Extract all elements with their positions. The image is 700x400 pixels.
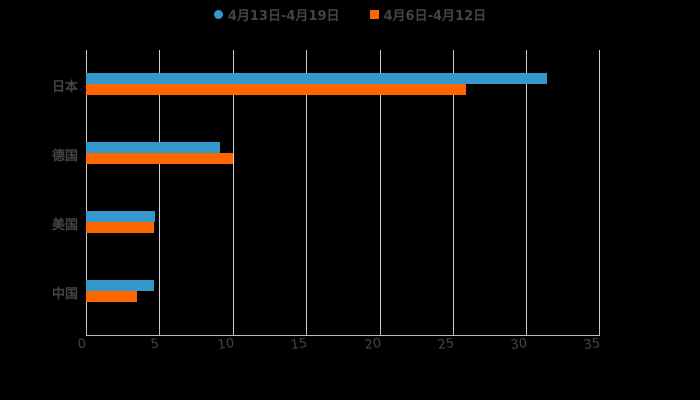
gridline — [159, 50, 160, 335]
bar-series-2[interactable] — [86, 291, 138, 302]
category-label: 德国 — [51, 149, 78, 164]
gridline — [86, 50, 87, 335]
x-tick — [526, 329, 527, 335]
series-2-square-icon — [369, 9, 379, 19]
x-tick-label: 20 — [363, 335, 383, 354]
x-tick-label: 30 — [509, 335, 529, 354]
x-tick-label: 10 — [216, 335, 236, 354]
x-tick-label: 0 — [76, 336, 88, 353]
category-label: 美国 — [51, 218, 78, 233]
gridline — [306, 50, 307, 335]
bar-series-1[interactable] — [86, 280, 154, 291]
gridline — [453, 50, 454, 335]
gridline — [380, 50, 381, 335]
bar-series-2[interactable] — [86, 222, 154, 233]
legend-label-series-2: 4月6日-4月12日 — [383, 8, 487, 24]
bar-series-1[interactable] — [86, 73, 548, 84]
x-tick — [306, 329, 307, 335]
bar-series-1[interactable] — [86, 142, 220, 153]
gridline — [526, 50, 527, 335]
x-tick-label: 25 — [436, 335, 456, 354]
legend-item-series-2[interactable]: 4月6日-4月12日 — [369, 5, 487, 24]
chart-legend: 4月13日-4月19日 4月6日-4月12日 — [0, 4, 700, 24]
bar-series-2[interactable] — [86, 153, 233, 164]
legend-label-series-1: 4月13日-4月19日 — [227, 8, 340, 24]
x-tick — [380, 329, 381, 335]
series-1-circle-icon — [213, 9, 223, 19]
category-label: 日本 — [51, 80, 78, 95]
x-axis-line — [86, 335, 600, 336]
legend-item-series-1[interactable]: 4月13日-4月19日 — [213, 5, 340, 24]
bar-series-1[interactable] — [86, 211, 156, 222]
x-tick — [233, 329, 234, 335]
x-tick — [599, 329, 600, 335]
gridline — [233, 50, 234, 335]
category-label: 中国 — [51, 287, 78, 302]
x-tick-label: 35 — [582, 335, 602, 354]
x-tick-label: 15 — [289, 335, 309, 354]
bar-series-2[interactable] — [86, 84, 467, 95]
gridline — [599, 50, 600, 335]
x-tick — [86, 329, 87, 335]
x-tick-label: 5 — [149, 336, 161, 353]
x-tick — [159, 329, 160, 335]
x-tick — [453, 329, 454, 335]
